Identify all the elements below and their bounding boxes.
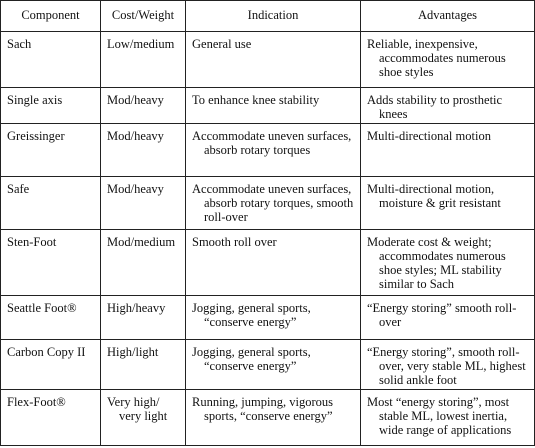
table-row: Sach Low/medium General use Reliable, inexp… (0, 31, 535, 88)
table-cell: Accommodate uneven surfaces, absorb rota… (185, 123, 361, 177)
table-cell: High/heavy (100, 295, 186, 340)
cell-text: Mod/heavy (107, 129, 164, 143)
cell-text: General use (192, 37, 252, 51)
cell-text: Low/medium (107, 37, 175, 51)
table-row: Sten-Foot Mod/medium Smooth roll over Moder… (0, 229, 535, 296)
cell-text: Most “energy storing”, most stable ML, l… (367, 395, 512, 437)
cell-text: Seattle Foot® (7, 301, 77, 315)
table-cell: Running, jumping, vigorous sports, “cons… (185, 389, 361, 446)
table-cell: Sten-Foot (0, 229, 101, 296)
table-body: Sach Low/medium General use Reliable, inexp… (0, 31, 535, 446)
cell-text: Greissinger (7, 129, 65, 143)
table-cell: Multi-directional motion (360, 123, 535, 177)
table-cell: High/light (100, 339, 186, 390)
table-cell: Sach (0, 31, 101, 88)
table-row: Carbon Copy II High/light Jogging, general… (0, 339, 535, 390)
cell-text: Mod/heavy (107, 93, 164, 107)
cell-text: Adds stability to prosthetic knees (367, 93, 503, 121)
table-row: Greissinger Mod/heavy Accommodate uneven s… (0, 123, 535, 177)
cell-text: High/light (107, 345, 159, 359)
table-cell: Most “energy storing”, most stable ML, l… (360, 389, 535, 446)
cell-text: To enhance knee stability (192, 93, 320, 107)
table-cell: Seattle Foot® (0, 295, 101, 340)
table-cell: Multi-directional motion, moisture & gri… (360, 176, 535, 230)
table-cell: Mod/heavy (100, 123, 186, 177)
cell-text: Accommodate uneven surfaces, absorb rota… (192, 182, 354, 224)
cell-text: Single axis (7, 93, 63, 107)
cell-text: Multi-directional motion (367, 129, 491, 143)
table-row: Flex-Foot® Very high/ very light Running, … (0, 389, 535, 446)
cell-text: Multi-directional motion, moisture & gri… (367, 182, 501, 210)
table-cell: Single axis (0, 87, 101, 124)
cell-text: Mod/heavy (107, 182, 164, 196)
cell-text: Running, jumping, vigorous sports, “cons… (192, 395, 333, 423)
table-cell: Adds stability to prosthetic knees (360, 87, 535, 124)
table-cell: General use (185, 31, 361, 88)
cell-text: Smooth roll over (192, 235, 277, 249)
cell-text: Mod/medium (107, 235, 176, 249)
table-cell: Reliable, inexpensive, accommodates nume… (360, 31, 535, 88)
table-cell: Low/medium (100, 31, 186, 88)
cell-text: “Energy storing”, smooth roll-over, very… (367, 345, 526, 387)
table-cell: Very high/ very light (100, 389, 186, 446)
header-cell: Advantages (360, 0, 535, 32)
cell-text: Moderate cost & weight; accommodates num… (367, 235, 506, 291)
table-row: Safe Mod/heavy Accommodate uneven surfaces… (0, 176, 535, 230)
table-cell: “Energy storing” smooth roll-over (360, 295, 535, 340)
cell-text: Very high/ very light (107, 395, 168, 423)
table-row: Single axis Mod/heavy To enhance knee stab… (0, 87, 535, 124)
table-cell: Flex-Foot® (0, 389, 101, 446)
table-cell: Accommodate uneven surfaces, absorb rota… (185, 176, 361, 230)
table-cell: To enhance knee stability (185, 87, 361, 124)
cell-text: High/heavy (107, 301, 166, 315)
table-cell: Smooth roll over (185, 229, 361, 296)
header-row: Component Cost/Weight Indication Advantages (0, 0, 535, 32)
table-cell: “Energy storing”, smooth roll-over, very… (360, 339, 535, 390)
header-cell: Component (0, 0, 101, 32)
cell-text: “Energy storing” smooth roll-over (367, 301, 517, 329)
table-cell: Safe (0, 176, 101, 230)
header-cell: Indication (185, 0, 361, 32)
cell-text: Jogging, general sports, “conserve energ… (192, 345, 311, 373)
table-cell: Mod/heavy (100, 87, 186, 124)
cell-text: Jogging, general sports, “conserve energ… (192, 301, 311, 329)
table-cell: Moderate cost & weight; accommodates num… (360, 229, 535, 296)
table-cell: Carbon Copy II (0, 339, 101, 390)
table-cell: Greissinger (0, 123, 101, 177)
cell-text: Accommodate uneven surfaces, absorb rota… (192, 129, 352, 157)
cell-text: Reliable, inexpensive, accommodates nume… (367, 37, 506, 79)
table-cell: Mod/heavy (100, 176, 186, 230)
cell-text: Sten-Foot (7, 235, 57, 249)
table-cell: Jogging, general sports, “conserve energ… (185, 339, 361, 390)
table-cell: Mod/medium (100, 229, 186, 296)
cell-text: Carbon Copy II (7, 345, 86, 359)
cell-text: Sach (7, 37, 32, 51)
cell-text: Flex-Foot® (7, 395, 66, 409)
table-row: Seattle Foot® High/heavy Jogging, general … (0, 295, 535, 340)
cell-text: Safe (7, 182, 30, 196)
header-cell: Cost/Weight (100, 0, 186, 32)
table-cell: Jogging, general sports, “conserve energ… (185, 295, 361, 340)
